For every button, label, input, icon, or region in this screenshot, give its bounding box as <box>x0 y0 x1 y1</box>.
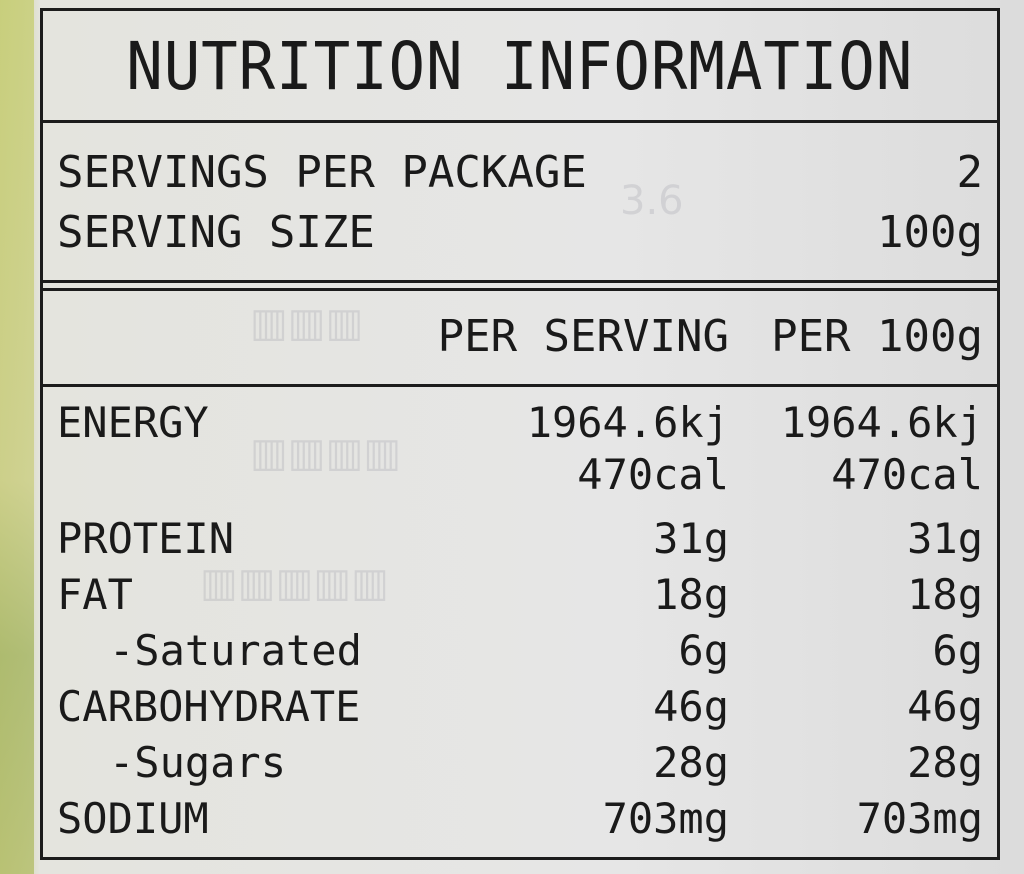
servings-section: SERVINGS PER PACKAGE 2 SERVING SIZE 100g <box>43 123 997 283</box>
nutrient-name: PROTEIN <box>57 514 235 563</box>
servings-per-package-label: SERVINGS PER PACKAGE <box>57 147 587 198</box>
per-100g-value: 28g <box>907 738 983 787</box>
nutrient-name: CARBOHYDRATE <box>57 682 361 731</box>
per-serving-value: 6g <box>678 626 729 675</box>
nutrient-name: -Saturated <box>109 626 362 675</box>
per-100g-value: 18g <box>907 570 983 619</box>
nutrient-row-sugars: -Sugars 28g 28g <box>57 735 983 791</box>
nutrient-name: ENERGY <box>57 398 209 447</box>
per-100g-value: 6g <box>932 626 983 675</box>
per-serving-value: 28g <box>653 738 729 787</box>
nutrient-row-protein: PROTEIN 31g 31g <box>57 511 983 567</box>
section-divider <box>43 283 997 291</box>
nutrient-name: -Sugars <box>109 738 287 787</box>
per-serving-header: PER SERVING <box>437 311 729 362</box>
nutrient-table: ENERGY 1964.6kj 1964.6kj 470cal 470cal P… <box>43 387 997 857</box>
per-serving-value: 46g <box>653 682 729 731</box>
per-100g-value: 470cal <box>831 450 983 499</box>
nutrient-row-energy-cal: 470cal 470cal <box>57 447 983 503</box>
per-100g-value: 46g <box>907 682 983 731</box>
per-serving-value: 703mg <box>602 794 729 843</box>
nutrition-label: NUTRITION INFORMATION SERVINGS PER PACKA… <box>40 8 1000 860</box>
nutrient-name: FAT <box>57 570 133 619</box>
nutrient-row-carbohydrate: CARBOHYDRATE 46g 46g <box>57 679 983 735</box>
per-serving-value: 18g <box>653 570 729 619</box>
servings-per-package-value: 2 <box>956 147 984 198</box>
serving-size-label: SERVING SIZE <box>57 207 375 258</box>
package-edge <box>0 0 34 874</box>
per-100g-header: PER 100g <box>771 311 983 362</box>
per-serving-value: 1964.6kj <box>526 398 729 447</box>
nutrient-row-sodium: SODIUM 703mg 703mg <box>57 791 983 847</box>
per-serving-value: 470cal <box>577 450 729 499</box>
per-100g-value: 703mg <box>856 794 983 843</box>
nutrient-row-saturated: -Saturated 6g 6g <box>57 623 983 679</box>
per-100g-value: 1964.6kj <box>780 398 983 447</box>
label-title: NUTRITION INFORMATION <box>126 28 914 105</box>
per-serving-value: 31g <box>653 514 729 563</box>
per-100g-value: 31g <box>907 514 983 563</box>
nutrient-row-energy: ENERGY 1964.6kj 1964.6kj <box>57 395 983 451</box>
nutrient-row-fat: FAT 18g 18g <box>57 567 983 623</box>
title-section: NUTRITION INFORMATION <box>43 11 997 123</box>
column-header-section: PER SERVING PER 100g <box>43 291 997 387</box>
nutrient-name: SODIUM <box>57 794 209 843</box>
serving-size-value: 100g <box>877 207 983 258</box>
